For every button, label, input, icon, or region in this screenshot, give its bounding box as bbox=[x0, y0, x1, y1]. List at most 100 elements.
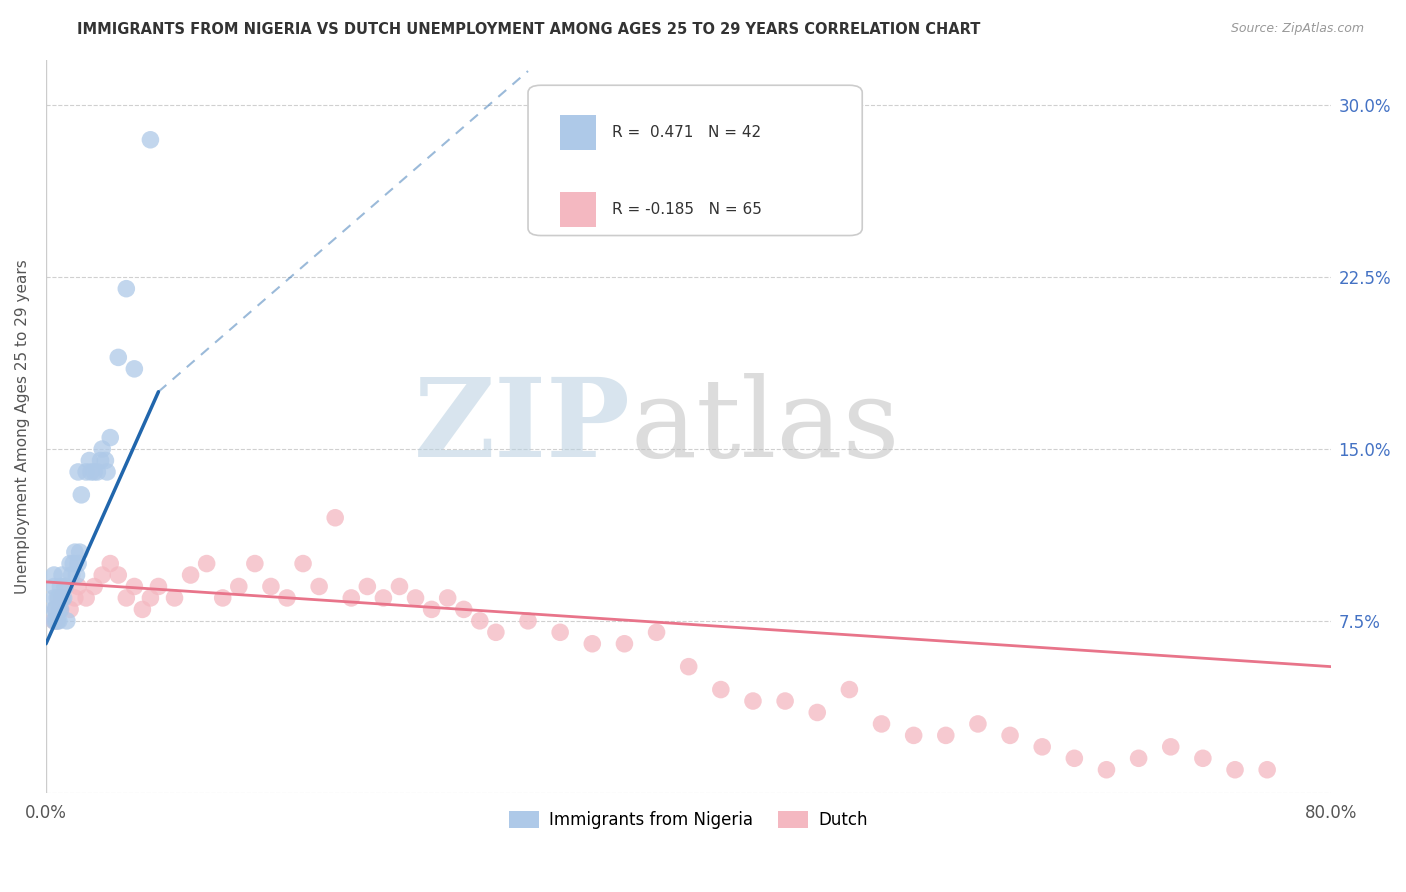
Point bbox=[243, 557, 266, 571]
Point bbox=[645, 625, 668, 640]
Point bbox=[308, 579, 330, 593]
Point bbox=[42, 614, 65, 628]
Point bbox=[124, 362, 146, 376]
Point bbox=[42, 614, 65, 628]
Text: Source: ZipAtlas.com: Source: ZipAtlas.com bbox=[1230, 22, 1364, 36]
Point bbox=[94, 453, 117, 467]
Point bbox=[65, 568, 87, 582]
Point bbox=[63, 591, 86, 605]
Point bbox=[42, 568, 65, 582]
Point bbox=[79, 453, 101, 467]
Point bbox=[86, 465, 108, 479]
Point bbox=[468, 614, 491, 628]
Point bbox=[710, 682, 733, 697]
Point bbox=[838, 682, 860, 697]
Point bbox=[59, 602, 82, 616]
Point bbox=[42, 591, 65, 605]
Point bbox=[1192, 751, 1215, 765]
Text: IMMIGRANTS FROM NIGERIA VS DUTCH UNEMPLOYMENT AMONG AGES 25 TO 29 YEARS CORRELAT: IMMIGRANTS FROM NIGERIA VS DUTCH UNEMPLO… bbox=[77, 22, 981, 37]
Point bbox=[107, 568, 129, 582]
Point bbox=[115, 591, 138, 605]
Point bbox=[163, 591, 186, 605]
Point bbox=[91, 568, 114, 582]
Point bbox=[45, 614, 67, 628]
Point bbox=[678, 659, 700, 673]
Text: R = -0.185   N = 65: R = -0.185 N = 65 bbox=[612, 202, 762, 218]
Point bbox=[131, 602, 153, 616]
Point bbox=[742, 694, 765, 708]
Point bbox=[60, 568, 83, 582]
Point bbox=[46, 591, 69, 605]
Point bbox=[69, 545, 91, 559]
Point bbox=[67, 579, 90, 593]
Point bbox=[48, 591, 70, 605]
Point bbox=[51, 591, 73, 605]
Point bbox=[45, 602, 67, 616]
Point bbox=[436, 591, 458, 605]
Point bbox=[51, 591, 73, 605]
Point bbox=[581, 637, 603, 651]
Point bbox=[49, 602, 72, 616]
FancyBboxPatch shape bbox=[529, 86, 862, 235]
Point bbox=[67, 557, 90, 571]
Point bbox=[62, 557, 84, 571]
Point bbox=[83, 465, 105, 479]
Point bbox=[453, 602, 475, 616]
Point bbox=[1095, 763, 1118, 777]
Point bbox=[1128, 751, 1150, 765]
Point bbox=[548, 625, 571, 640]
Point bbox=[292, 557, 315, 571]
Point bbox=[48, 591, 70, 605]
Point bbox=[420, 602, 443, 616]
Point bbox=[96, 465, 118, 479]
Point bbox=[356, 579, 378, 593]
Point bbox=[115, 282, 138, 296]
Point bbox=[323, 510, 346, 524]
Point bbox=[53, 579, 76, 593]
Point bbox=[139, 133, 162, 147]
Point bbox=[806, 706, 828, 720]
Point bbox=[91, 442, 114, 456]
Point bbox=[1256, 763, 1278, 777]
Point bbox=[517, 614, 540, 628]
Point bbox=[1160, 739, 1182, 754]
Point bbox=[195, 557, 218, 571]
Point bbox=[613, 637, 636, 651]
Point bbox=[276, 591, 298, 605]
Point bbox=[48, 602, 70, 616]
Point bbox=[180, 568, 202, 582]
Point bbox=[59, 557, 82, 571]
Text: atlas: atlas bbox=[631, 373, 900, 480]
Point bbox=[211, 591, 233, 605]
Point bbox=[45, 602, 67, 616]
Point bbox=[388, 579, 411, 593]
Point bbox=[56, 614, 79, 628]
Point bbox=[75, 465, 97, 479]
Point bbox=[46, 614, 69, 628]
Point bbox=[75, 591, 97, 605]
Point bbox=[90, 453, 112, 467]
Point bbox=[107, 351, 129, 365]
Bar bbox=[560, 115, 596, 151]
Point bbox=[42, 602, 65, 616]
Point bbox=[53, 579, 76, 593]
Point bbox=[373, 591, 395, 605]
Point bbox=[870, 717, 893, 731]
Point bbox=[935, 728, 957, 742]
Legend: Immigrants from Nigeria, Dutch: Immigrants from Nigeria, Dutch bbox=[503, 804, 875, 836]
Point bbox=[49, 579, 72, 593]
Point bbox=[98, 431, 121, 445]
Point bbox=[148, 579, 170, 593]
Point bbox=[67, 465, 90, 479]
Point bbox=[139, 591, 162, 605]
Point bbox=[52, 591, 75, 605]
Point bbox=[80, 465, 103, 479]
Point bbox=[1223, 763, 1246, 777]
Point bbox=[340, 591, 363, 605]
Point bbox=[260, 579, 283, 593]
Point bbox=[485, 625, 508, 640]
Point bbox=[124, 579, 146, 593]
Point bbox=[773, 694, 796, 708]
Point bbox=[83, 579, 105, 593]
Point bbox=[228, 579, 250, 593]
